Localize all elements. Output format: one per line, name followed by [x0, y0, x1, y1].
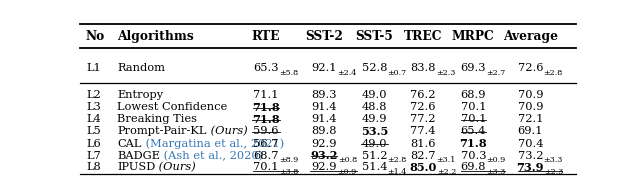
Text: Random: Random — [117, 63, 165, 73]
Text: 65.3: 65.3 — [253, 63, 279, 73]
Text: 91.4: 91.4 — [311, 114, 337, 124]
Text: 52.8: 52.8 — [362, 63, 387, 73]
Text: 49.9: 49.9 — [362, 114, 387, 124]
Text: 56.7: 56.7 — [253, 139, 279, 149]
Text: 68.7: 68.7 — [253, 151, 279, 161]
Text: L7: L7 — [86, 151, 100, 161]
Text: L1: L1 — [86, 63, 100, 73]
Text: SST-5: SST-5 — [356, 30, 394, 43]
Text: 65.4: 65.4 — [461, 126, 486, 136]
Text: 92.1: 92.1 — [311, 63, 337, 73]
Text: 89.3: 89.3 — [311, 90, 337, 100]
Text: 73.2: 73.2 — [518, 151, 543, 161]
Text: 82.7: 82.7 — [410, 151, 436, 161]
Text: ±2.3: ±2.3 — [544, 168, 563, 176]
Text: 92.9: 92.9 — [311, 139, 337, 149]
Text: 76.2: 76.2 — [410, 90, 436, 100]
Text: ±8.9: ±8.9 — [279, 156, 298, 164]
Text: ±2.7: ±2.7 — [486, 69, 506, 77]
Text: RTE: RTE — [252, 30, 280, 43]
Text: 49.0: 49.0 — [362, 139, 387, 149]
Text: ±2.4: ±2.4 — [337, 69, 356, 77]
Text: Breaking Ties: Breaking Ties — [117, 114, 197, 124]
Text: 70.1: 70.1 — [253, 162, 279, 172]
Text: 59.6: 59.6 — [253, 126, 279, 136]
Text: ±3.3: ±3.3 — [543, 156, 563, 164]
Text: L8: L8 — [86, 162, 100, 172]
Text: (Ours): (Ours) — [207, 126, 247, 137]
Text: MRPC: MRPC — [452, 30, 495, 43]
Text: Algorithms: Algorithms — [117, 30, 194, 43]
Text: L2: L2 — [86, 90, 100, 100]
Text: 77.2: 77.2 — [410, 114, 436, 124]
Text: ±2.2: ±2.2 — [437, 168, 456, 176]
Text: 92.9: 92.9 — [311, 162, 337, 172]
Text: ±0.9: ±0.9 — [486, 156, 506, 164]
Text: SST-2: SST-2 — [305, 30, 343, 43]
Text: 83.8: 83.8 — [410, 63, 436, 73]
Text: ±0.9: ±0.9 — [337, 168, 356, 176]
Text: 71.8: 71.8 — [252, 102, 280, 113]
Text: 70.3: 70.3 — [461, 151, 486, 161]
Text: Entropy: Entropy — [117, 90, 163, 100]
Text: L5: L5 — [86, 126, 100, 136]
Text: 53.5: 53.5 — [361, 126, 388, 137]
Text: ±1.4: ±1.4 — [387, 168, 407, 176]
Text: No: No — [86, 30, 105, 43]
Text: IPUSD: IPUSD — [117, 162, 156, 172]
Text: 68.9: 68.9 — [461, 90, 486, 100]
Text: 48.8: 48.8 — [362, 102, 387, 112]
Text: ±3.1: ±3.1 — [436, 156, 455, 164]
Text: 89.8: 89.8 — [311, 126, 337, 136]
Text: 70.4: 70.4 — [518, 139, 543, 149]
Text: ±2.8: ±2.8 — [387, 156, 406, 164]
Text: Prompt-Pair-KL: Prompt-Pair-KL — [117, 126, 207, 136]
Text: 70.1: 70.1 — [461, 102, 486, 112]
Text: ±0.8: ±0.8 — [338, 156, 357, 164]
Text: 85.0: 85.0 — [410, 162, 437, 173]
Text: TREC: TREC — [404, 30, 442, 43]
Text: 73.9: 73.9 — [516, 162, 544, 173]
Text: 70.9: 70.9 — [518, 102, 543, 112]
Text: (Ours): (Ours) — [156, 162, 196, 172]
Text: 51.2: 51.2 — [362, 151, 387, 161]
Text: L3: L3 — [86, 102, 100, 112]
Text: 77.4: 77.4 — [410, 126, 436, 136]
Text: 81.6: 81.6 — [410, 139, 436, 149]
Text: ±3.8: ±3.8 — [279, 168, 298, 176]
Text: CAL: CAL — [117, 139, 141, 149]
Text: 93.2: 93.2 — [310, 150, 338, 161]
Text: 49.0: 49.0 — [362, 90, 387, 100]
Text: 69.1: 69.1 — [518, 126, 543, 136]
Text: ±5.8: ±5.8 — [279, 69, 298, 77]
Text: L6: L6 — [86, 139, 100, 149]
Text: ±2.8: ±2.8 — [543, 69, 563, 77]
Text: 70.9: 70.9 — [518, 90, 543, 100]
Text: L4: L4 — [86, 114, 100, 124]
Text: (Margatina et al., 2021): (Margatina et al., 2021) — [141, 138, 284, 149]
Text: BADGE: BADGE — [117, 151, 160, 161]
Text: ±3.3: ±3.3 — [486, 168, 506, 176]
Text: 71.1: 71.1 — [253, 90, 279, 100]
Text: 72.6: 72.6 — [518, 63, 543, 73]
Text: 72.6: 72.6 — [410, 102, 436, 112]
Text: ±0.7: ±0.7 — [387, 69, 406, 77]
Text: 71.8: 71.8 — [460, 138, 487, 149]
Text: 70.1: 70.1 — [461, 114, 486, 124]
Text: Average: Average — [503, 30, 558, 43]
Text: 69.8: 69.8 — [461, 162, 486, 172]
Text: 69.3: 69.3 — [461, 63, 486, 73]
Text: 72.1: 72.1 — [518, 114, 543, 124]
Text: Lowest Confidence: Lowest Confidence — [117, 102, 227, 112]
Text: 91.4: 91.4 — [311, 102, 337, 112]
Text: 51.4: 51.4 — [362, 162, 387, 172]
Text: 71.8: 71.8 — [252, 114, 280, 125]
Text: (Ash et al., 2020): (Ash et al., 2020) — [160, 150, 263, 161]
Text: ±2.3: ±2.3 — [436, 69, 455, 77]
